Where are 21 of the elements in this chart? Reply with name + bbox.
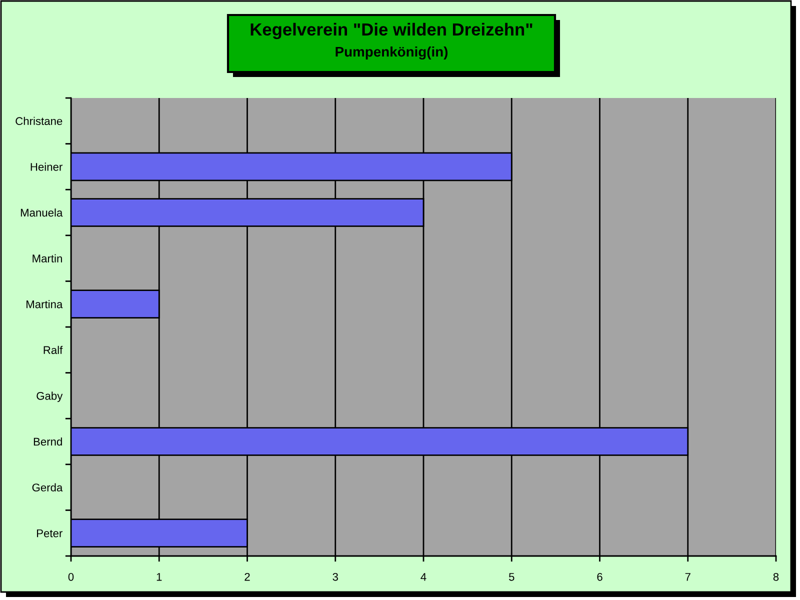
- x-tick-label: 8: [773, 572, 779, 581]
- y-tick-label: Ralf: [44, 346, 63, 354]
- y-tick-label: Martina: [26, 300, 63, 308]
- y-tick-label: Heiner: [30, 162, 62, 171]
- y-tick-label: Manuela: [20, 208, 63, 217]
- y-tick-label: Gaby: [36, 392, 63, 402]
- chart-title: Kegelverein "Die wilden Dreizehn": [250, 22, 532, 40]
- chart-subtitle: Pumpenkönig(in): [336, 46, 448, 60]
- y-tick-label: Peter: [37, 529, 62, 538]
- y-tick-label: Christane: [16, 116, 62, 126]
- x-tick-label: 0: [68, 572, 74, 581]
- x-tick-label: 6: [597, 572, 602, 581]
- y-tick-label: Martin: [32, 254, 62, 262]
- y-tick-label: Gerda: [32, 483, 63, 492]
- x-tick-label: 1: [156, 573, 162, 581]
- y-tick-label: Bernd: [34, 437, 62, 446]
- x-tick-label: 3: [332, 572, 338, 581]
- x-tick-label: 4: [420, 573, 426, 581]
- x-tick-label: 7: [685, 573, 690, 581]
- x-tick-label: 2: [244, 572, 250, 581]
- x-tick-label: 5: [508, 573, 514, 581]
